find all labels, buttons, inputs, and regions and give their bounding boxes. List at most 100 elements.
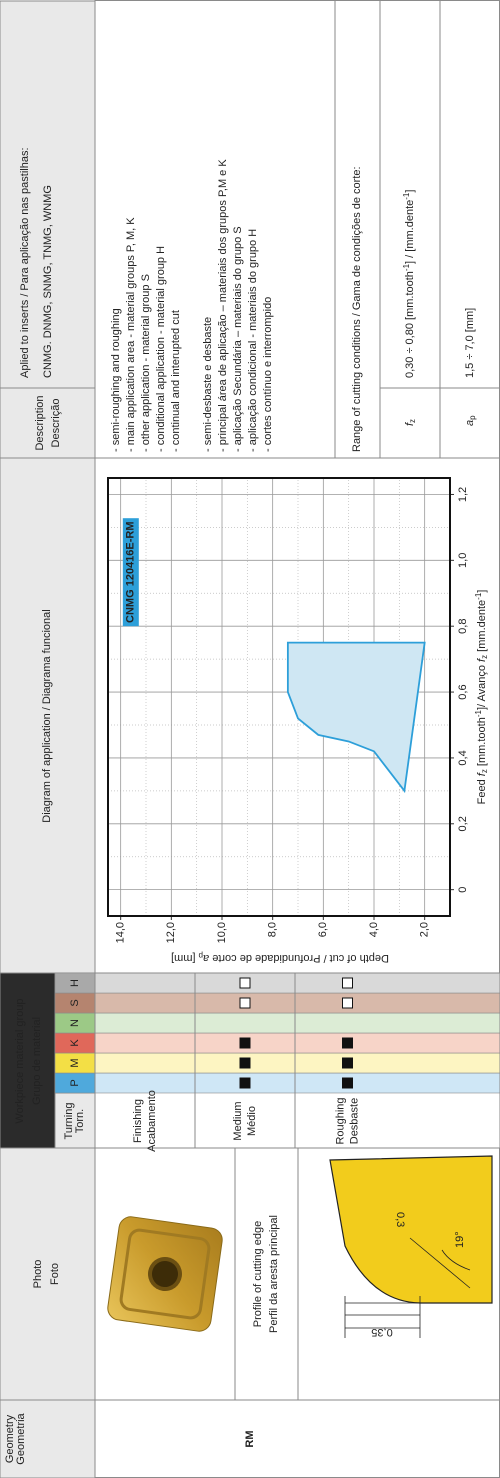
row-label: Médio — [246, 1106, 258, 1136]
condition-value-part: -1 — [402, 192, 411, 200]
x-axis-label-part: z — [480, 769, 489, 773]
insert-photo — [107, 1216, 223, 1332]
turning-header: Turning — [63, 1103, 75, 1140]
x-tick-label: 1,2 — [457, 487, 469, 502]
row-label: Finishing — [132, 1099, 144, 1143]
x-axis-label-part: [mm.tooth — [476, 717, 488, 769]
material-letter: H — [69, 979, 81, 987]
profile-dim: 0,3 — [394, 1212, 406, 1227]
y-axis-label-part: Depth of cut / Profundidade de corte — [209, 952, 389, 964]
condition-value-part: ] — [404, 190, 416, 193]
x-axis-label-part: ]/ Avanço — [476, 662, 488, 710]
description-line: - semi-desbaste e desbaste — [202, 317, 214, 452]
geometry-name: RM — [244, 1430, 256, 1447]
condition-value: 1,5 ÷ 7,0 [mm] — [464, 308, 476, 378]
y-tick-label: 6,0 — [317, 922, 329, 937]
condition-symbol-part: a — [464, 420, 476, 426]
x-axis-label-part: Feed — [476, 776, 488, 804]
plot-area — [108, 478, 450, 916]
material-stripe — [94, 1012, 500, 1034]
condition-value-part: 0,30 ÷ 0,80 [mm.tooth — [404, 271, 416, 378]
x-axis-label-part: -1 — [474, 710, 483, 718]
material-stripe — [94, 992, 500, 1014]
description-line: - cortes contínuo e interrompido — [262, 297, 274, 452]
filled-square — [239, 1077, 251, 1089]
y-axis-label: Depth of cut / Profundidade de corte ap … — [171, 952, 389, 965]
workpiece-header-cell — [0, 972, 56, 1149]
condition-symbol: fz — [404, 419, 417, 426]
description-line: - conditional application - material gro… — [155, 246, 167, 452]
description-line: - aplicação condicional - materiais do g… — [247, 229, 259, 452]
row-cell — [294, 972, 500, 1149]
filled-square — [342, 1077, 353, 1089]
condition-value: 0,30 ÷ 0,80 [mm.tooth-1] / [mm.dente-1] — [402, 190, 416, 378]
x-tick-label: 0,4 — [457, 750, 469, 765]
row-label: Medium — [232, 1101, 244, 1140]
filled-square — [239, 1057, 251, 1069]
filled-square — [342, 1037, 353, 1049]
x-tick-label: 0,8 — [457, 619, 469, 634]
photo-header: Foto — [49, 1263, 61, 1285]
description-header: Descrição — [50, 399, 62, 448]
chart-title: Diagram of application / Diagrama funcio… — [41, 609, 53, 822]
profile-drawing — [329, 1155, 493, 1338]
profile-dim: 19° — [454, 1231, 466, 1248]
condition-symbol-part: p — [468, 415, 477, 420]
description-line: - continual and interupted cut — [170, 310, 182, 452]
series-label: CNMG 120416E-RM — [125, 521, 137, 622]
profile-dim: 0,35 — [371, 1326, 392, 1338]
condition-symbol-part: z — [408, 419, 417, 423]
range-text: Range of cutting conditions / Gama de co… — [351, 166, 363, 452]
x-tick-label: 0 — [457, 887, 469, 893]
filled-square — [342, 1057, 353, 1069]
y-axis-label-part: p — [198, 952, 203, 961]
series-label-box — [122, 518, 139, 627]
condition-value-part: ] / [mm.dente — [404, 200, 416, 264]
x-axis-label-part: f — [476, 658, 488, 662]
description-line: - aplicação Secundária – materiais do gr… — [232, 226, 244, 452]
x-axis-label-part: [mm.dente — [476, 600, 488, 655]
material-letter: M — [69, 1058, 81, 1067]
filled-square — [239, 1037, 251, 1049]
y-tick-label: 8,0 — [267, 922, 279, 937]
workpiece-header: Workpiece material group — [14, 998, 26, 1123]
material-letter: K — [69, 1039, 81, 1047]
profile-caption: Perfil da aresta principal — [268, 1215, 280, 1333]
open-square — [239, 997, 251, 1009]
material-stripe — [94, 1052, 500, 1074]
description-line: - principal área de aplicação – materiai… — [217, 159, 229, 452]
x-axis-label-part: ] — [476, 590, 488, 593]
y-axis-label-part: a — [203, 952, 209, 964]
y-tick-label: 12,0 — [165, 922, 177, 943]
description-line: - semi-roughing and roughing — [110, 308, 122, 452]
geometry-header: Geometria — [15, 1412, 27, 1464]
x-axis-label-part: f — [476, 772, 488, 776]
photo-header-cell — [0, 1147, 96, 1401]
material-letter: S — [69, 999, 81, 1006]
y-tick-label: 4,0 — [368, 922, 380, 937]
open-square — [239, 977, 251, 989]
y-axis-label-part: [mm] — [171, 952, 199, 964]
y-tick-label: 10,0 — [216, 922, 228, 943]
x-tick-label: 0,6 — [457, 684, 469, 699]
insert-list: CNMG. DNMG, SNMG, TNMG, WNMG — [42, 185, 54, 378]
condition-value-part: -1 — [402, 263, 411, 271]
plot-frame — [107, 477, 451, 917]
material-letter: P — [69, 1079, 81, 1086]
applied-text: Aplied to inserts / Para aplicação nas p… — [19, 147, 31, 378]
row-label: Acabamento — [146, 1090, 158, 1152]
profile-caption: Profile of cutting edge — [252, 1221, 264, 1327]
description-header-cell — [0, 387, 96, 459]
material-stripe — [94, 972, 500, 994]
x-tick-label: 1,0 — [457, 553, 469, 568]
x-tick-label: 0,2 — [457, 816, 469, 831]
area — [286, 641, 426, 794]
geometry-cell — [94, 1399, 500, 1478]
turning-header: Torn. — [74, 1109, 86, 1133]
condition-symbol-part: f — [404, 422, 416, 426]
condition-value-part: 1,5 ÷ 7,0 [mm] — [464, 308, 476, 378]
material-stripe — [94, 1032, 500, 1054]
row-label: Roughing — [334, 1097, 346, 1144]
